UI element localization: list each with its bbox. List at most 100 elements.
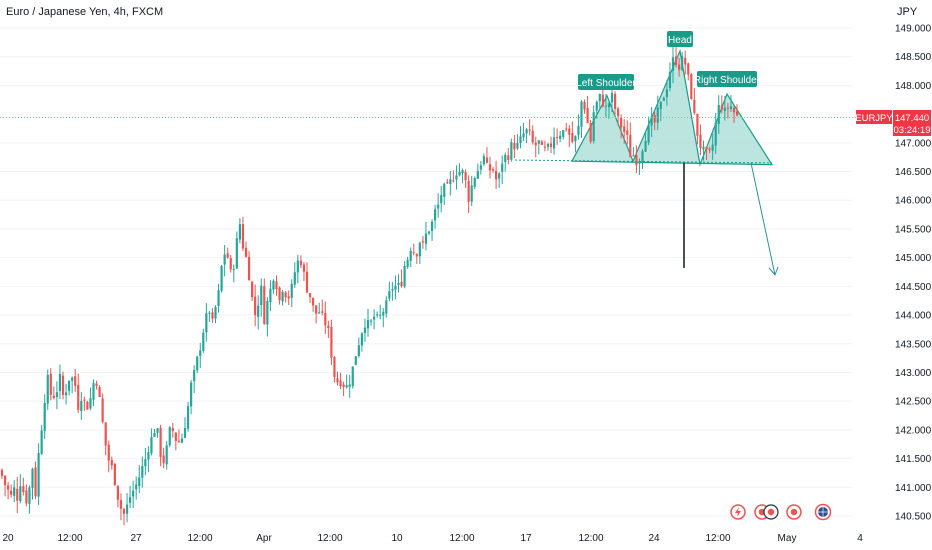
candle-body (543, 146, 546, 148)
x-tick-label: May (778, 533, 797, 544)
price-axis[interactable]: 149.000148.500148.000147.500147.000146.5… (895, 24, 932, 523)
candle-body (598, 93, 601, 102)
candle-body (107, 444, 110, 461)
candle-body (58, 373, 62, 392)
candle-body (650, 116, 653, 126)
candle-body (89, 398, 92, 409)
candle-body (13, 487, 16, 496)
candle-body (501, 163, 504, 172)
candle-body (452, 180, 455, 182)
candle-body (129, 497, 132, 503)
candle-body (315, 305, 318, 314)
candle-body (644, 141, 647, 152)
candle-body (125, 504, 129, 514)
time-axis[interactable]: 20 12:00 27 12:00 Apr 12:00 10 12:00 17 12:00 24 12… (2, 533, 863, 544)
candle-body (522, 133, 525, 138)
candle-body (476, 171, 479, 179)
candle-body (263, 286, 266, 325)
candle-body (113, 463, 116, 486)
price-tag-countdown: 03:24:19 (894, 125, 931, 136)
candle-body (74, 376, 77, 386)
candle-body (549, 143, 553, 147)
y-tick-label: 145.500 (895, 224, 932, 235)
candle-body (434, 209, 437, 221)
candle-body (348, 384, 351, 387)
candle-body (613, 93, 617, 109)
candle-body (491, 169, 495, 171)
candle-body (247, 256, 251, 281)
candle-body (720, 105, 723, 110)
flag-icon[interactable] (786, 504, 802, 520)
candle-body (681, 56, 684, 70)
candle-body (357, 345, 360, 356)
candle-body (498, 173, 501, 179)
candle-body (49, 373, 52, 395)
candle-body (464, 171, 467, 181)
candle-body (366, 319, 370, 329)
candle-body (135, 484, 138, 490)
candle-body (659, 101, 662, 110)
candle-body (296, 260, 299, 273)
candle-body (373, 316, 376, 320)
candle-body (577, 125, 580, 136)
y-tick-label: 144.000 (895, 311, 932, 322)
candle-body (260, 285, 263, 306)
candle-body (385, 300, 388, 314)
candle-body (418, 242, 421, 257)
candle-body (671, 57, 675, 72)
candle-body (443, 183, 446, 197)
candle-body (177, 440, 180, 442)
candle-body (382, 311, 385, 316)
flag-icon[interactable] (763, 504, 779, 520)
candle-body (116, 485, 119, 500)
candle-body (95, 383, 98, 386)
y-tick-label: 149.000 (895, 24, 932, 35)
candle-body (327, 325, 330, 328)
y-tick-label: 143.500 (895, 339, 932, 350)
candle-body (626, 130, 629, 135)
candle-body (333, 357, 336, 377)
candle-body (217, 290, 220, 306)
candle-body (37, 452, 40, 497)
candle-body (257, 305, 260, 317)
candle-body (592, 112, 595, 142)
candle-body (525, 129, 528, 134)
candle-body (726, 107, 729, 109)
price-tag-price: 147.440 (895, 113, 929, 124)
candle-body (665, 89, 668, 97)
y-tick-label: 144.500 (895, 282, 932, 293)
candle-body (68, 380, 71, 391)
candle-body (495, 170, 498, 180)
flash-icon[interactable] (730, 504, 746, 520)
x-tick-label: 12:00 (449, 533, 474, 544)
candle-body (77, 384, 80, 410)
candle-body (482, 156, 485, 165)
candle-body (708, 148, 711, 151)
candle-body (360, 333, 363, 346)
y-tick-label: 147.000 (895, 138, 932, 149)
y-tick-label: 142.000 (895, 425, 932, 436)
candle-body (580, 101, 583, 127)
x-tick-label: 12:00 (578, 533, 603, 544)
candle-body (400, 281, 403, 287)
candle-body (10, 490, 13, 495)
candle-body (64, 392, 68, 396)
candle-body (668, 71, 672, 89)
candle-body (546, 143, 550, 147)
globe-icon[interactable] (814, 503, 832, 521)
x-tick-label: 24 (648, 533, 660, 544)
candle-body (440, 195, 443, 204)
candle-body (312, 297, 315, 306)
candle-body (284, 292, 287, 298)
candle-body (662, 97, 665, 101)
candle-body (318, 312, 321, 314)
candle-body (199, 350, 202, 356)
candle-body (43, 402, 46, 431)
candle-body (388, 291, 391, 299)
projection-arrowhead (768, 266, 779, 276)
x-tick-label: 12:00 (57, 533, 82, 544)
candle-body (601, 94, 604, 107)
candle-body (28, 487, 31, 504)
candle-body (537, 140, 540, 144)
